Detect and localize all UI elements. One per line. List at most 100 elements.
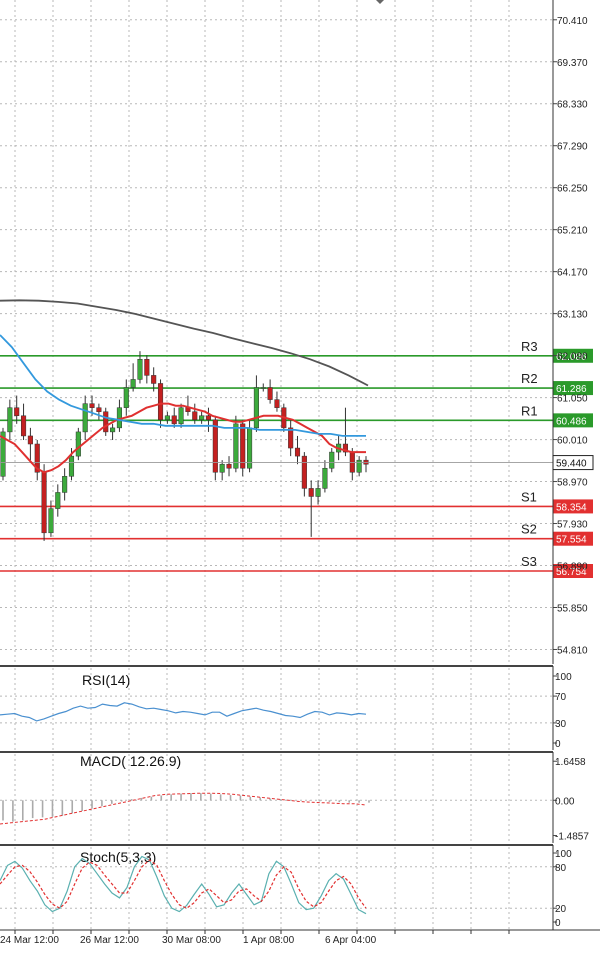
stoch-tick-label: 0	[555, 918, 561, 929]
candle-bullish	[356, 459, 362, 473]
rsi-tick-label: 0	[555, 739, 561, 750]
moving-average-line	[0, 402, 366, 474]
candle-bullish	[178, 407, 184, 425]
time-tick-label: 1 Apr 08:00	[243, 935, 295, 946]
level-price-box	[553, 563, 593, 578]
price-tick-label: 54.810	[557, 645, 588, 656]
candle-bullish	[247, 427, 253, 469]
moving-average-line	[0, 334, 366, 437]
candle-bullish	[137, 358, 143, 380]
candle-bullish	[329, 451, 335, 469]
level-price-label: 57.554	[556, 535, 587, 546]
stoch-tick-label: 100	[555, 849, 572, 860]
rsi-line	[0, 702, 367, 722]
candle-bullish	[82, 403, 88, 433]
current-price-label: 59.440	[556, 459, 587, 470]
stoch-k-line	[0, 855, 367, 915]
price-tick-label: 60.010	[557, 436, 588, 447]
candle-bullish	[7, 407, 13, 433]
time-tick-label: 30 Mar 08:00	[162, 935, 221, 946]
candle-bearish	[144, 358, 150, 376]
candle-bearish	[301, 455, 307, 489]
price-tick-label: 58.970	[557, 478, 588, 489]
time-axis: 24 Mar 12:00 26 Mar 12:00 30 Mar 08:00 1 Ap…	[0, 929, 600, 946]
level-price-box	[553, 413, 593, 428]
candle-bearish	[294, 447, 301, 457]
macd-title: MACD( 12.26.9)	[80, 753, 181, 769]
candle-bullish	[199, 415, 205, 421]
level-price-box	[553, 348, 593, 363]
macd-tick-label: 0.00	[555, 796, 575, 807]
candle-bearish	[288, 427, 294, 449]
price-tick-label: 55.850	[557, 603, 588, 614]
candle-bullish	[68, 455, 75, 477]
candle-bullish	[315, 488, 321, 497]
candle-bearish	[226, 463, 232, 469]
candle-bearish	[274, 399, 280, 408]
level-price-label: 56.754	[556, 567, 587, 578]
level-price-box	[553, 499, 593, 514]
level-name-r2: R2	[521, 371, 538, 386]
candle-bearish	[14, 407, 20, 417]
stoch-tick-label: 80	[555, 863, 567, 874]
rsi-tick-label: 100	[555, 672, 572, 683]
price-tick-label: 56.890	[557, 562, 588, 573]
candle-bullish	[123, 387, 129, 408]
candle-bearish	[20, 415, 27, 437]
level-name-r3: R3	[521, 339, 538, 354]
stoch-tick-label: 20	[555, 904, 567, 915]
candle-bullish	[219, 463, 225, 473]
level-name-s1: S1	[521, 489, 537, 504]
time-tick-label: 6 Apr 04:00	[325, 935, 377, 946]
stoch-panel: 100 80 20 0 Stoch(5,3,3)	[0, 844, 572, 930]
price-tick-label: 64.170	[557, 268, 588, 279]
candle-bullish	[322, 467, 328, 489]
candle-bullish	[110, 427, 116, 433]
level-name-s3: S3	[521, 554, 537, 569]
rsi-tick-label: 30	[555, 719, 567, 730]
support-resistance-levels: R3 62.086 R2 61.286 R1 60.486 S1 58.354 S2 57.554…	[0, 339, 593, 578]
level-name-r1: R1	[521, 403, 538, 418]
price-tick-label: 69.370	[557, 58, 588, 69]
candle-bearish	[349, 451, 355, 473]
macd-tick-label: -1.4857	[555, 832, 589, 843]
stoch-d-line	[0, 859, 367, 909]
candle-bearish	[363, 459, 369, 465]
price-tick-label: 61.050	[557, 394, 588, 405]
price-axis: 70.410 69.370 68.330 67.290 66.250 65.210 64.1…	[552, 0, 594, 664]
price-tick-label: 62.090	[557, 352, 588, 363]
macd-panel: 1.6458 0.00 -1.4857 MACD( 12.26.9)	[0, 751, 589, 843]
candle-bearish	[308, 488, 314, 497]
moving-average-line	[0, 299, 369, 387]
time-tick-label: 24 Mar 12:00	[0, 935, 59, 946]
candlesticks	[0, 351, 553, 541]
macd-tick-label: 1.6458	[555, 757, 586, 768]
candle-bullish	[75, 431, 81, 457]
candle-bearish	[151, 375, 157, 384]
level-name-s2: S2	[521, 522, 537, 537]
candle-bearish	[89, 403, 95, 408]
candle-bearish	[240, 423, 246, 469]
candle-bearish	[96, 407, 102, 412]
level-price-label: 58.354	[556, 502, 587, 513]
price-tick-label: 65.210	[557, 226, 588, 237]
candle-bullish	[130, 379, 136, 388]
price-tick-label: 57.930	[557, 520, 588, 531]
price-tick-label: 63.130	[557, 310, 588, 321]
current-price-box	[552, 455, 594, 471]
level-price-label: 62.086	[556, 352, 587, 363]
level-price-label: 60.486	[556, 416, 587, 427]
price-grid	[0, 0, 553, 664]
price-tick-label: 70.410	[557, 16, 588, 27]
rsi-panel: 100 70 30 0 RSI(14)	[0, 665, 572, 750]
candle-bullish	[260, 387, 266, 389]
candle-bearish	[205, 415, 212, 421]
candle-bullish	[233, 423, 239, 469]
price-tick-label: 66.250	[557, 184, 588, 195]
candle-bullish	[48, 508, 54, 534]
candle-bearish	[103, 411, 109, 433]
candle-bearish	[157, 383, 164, 421]
rsi-title: RSI(14)	[82, 672, 130, 688]
level-price-box	[553, 381, 593, 396]
